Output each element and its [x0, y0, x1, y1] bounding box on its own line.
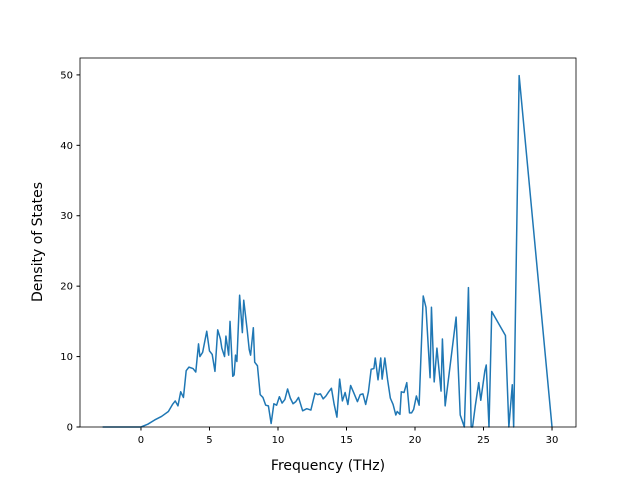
line-series	[102, 74, 553, 428]
y-tick-label: 10	[60, 352, 73, 363]
plot-frame	[79, 57, 577, 428]
y-axis-label: Density of States	[30, 182, 46, 302]
x-tick-label: 10	[272, 435, 285, 446]
y-tick-label: 30	[60, 211, 73, 222]
x-axis-label: Frequency (THz)	[271, 458, 385, 474]
x-tick-label: 0	[138, 435, 144, 446]
y-tick-label: 0	[67, 423, 73, 434]
x-tick-label: 25	[477, 435, 490, 446]
x-tick-label: 20	[409, 435, 422, 446]
y-tick-label: 50	[60, 70, 73, 81]
x-tick-label: 5	[206, 435, 212, 446]
x-tick-label: 15	[340, 435, 353, 446]
x-tick-label: 30	[546, 435, 559, 446]
y-tick-label: 40	[60, 141, 73, 152]
y-tick-label: 20	[60, 282, 73, 293]
